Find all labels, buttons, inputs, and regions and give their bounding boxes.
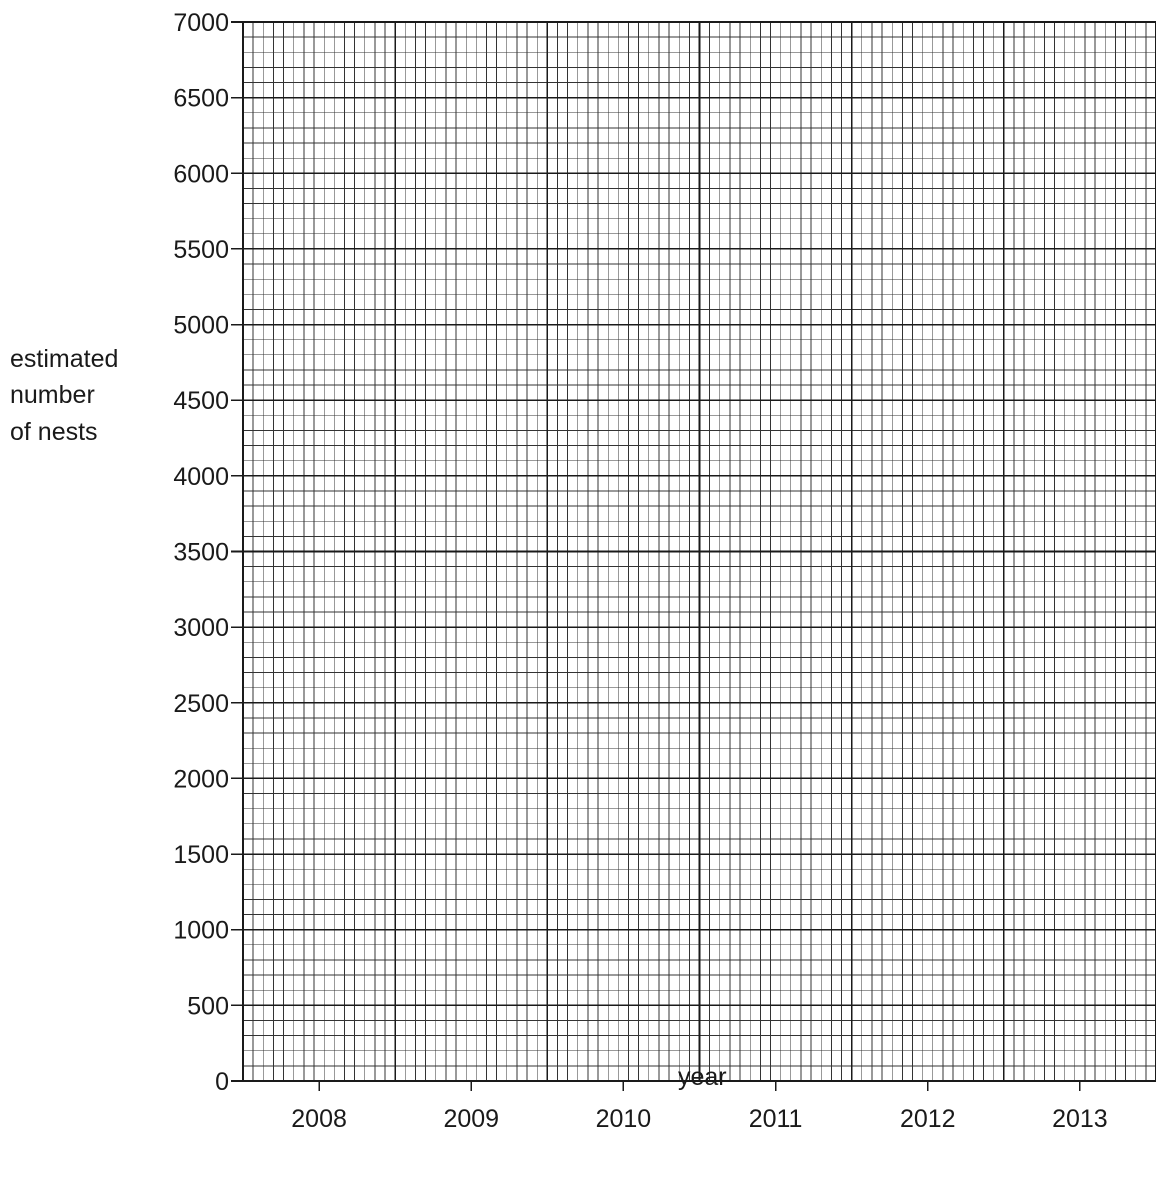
y-tick-label: 6000 [173, 160, 229, 188]
y-tick-label: 6500 [173, 85, 229, 113]
y-axis-label-line-3: of nests [10, 418, 98, 446]
y-tick-labels: 0 500 1000 1500 2000 2500 3000 3500 4000 4500 5000… [173, 9, 229, 1096]
y-tick-label: 5000 [173, 312, 229, 340]
x-tick-label: 2013 [1052, 1105, 1108, 1133]
y-tick-label: 1500 [173, 841, 229, 869]
x-tick-labels: 2008 2009 2010 2011 2012 2013 [291, 1105, 1107, 1133]
y-tick-label: 1000 [173, 917, 229, 945]
x-tick-label: 2008 [291, 1105, 347, 1133]
y-tick-label: 0 [215, 1068, 229, 1096]
x-tick-label: 2011 [749, 1105, 803, 1133]
y-tick-label: 5500 [173, 236, 229, 264]
y-tick-label: 3500 [173, 539, 229, 567]
x-tick-label: 2012 [900, 1105, 956, 1133]
y-tick-label: 7000 [173, 9, 229, 37]
axes [231, 21, 1156, 1091]
y-tick-label: 2500 [173, 690, 229, 718]
y-tick-label: 3000 [173, 614, 229, 642]
y-axis-label-line-1: estimated [10, 345, 119, 373]
y-axis-label-line-2: number [10, 381, 95, 409]
major-grid [242, 21, 1156, 1082]
x-tick-label: 2009 [443, 1105, 499, 1133]
y-tick-label: 500 [187, 992, 229, 1020]
x-axis-label: year [678, 1063, 727, 1091]
x-tick-label: 2010 [596, 1105, 652, 1133]
y-tick-label: 2000 [173, 765, 229, 793]
y-tick-label: 4500 [173, 387, 229, 415]
y-tick-label: 4000 [173, 463, 229, 491]
